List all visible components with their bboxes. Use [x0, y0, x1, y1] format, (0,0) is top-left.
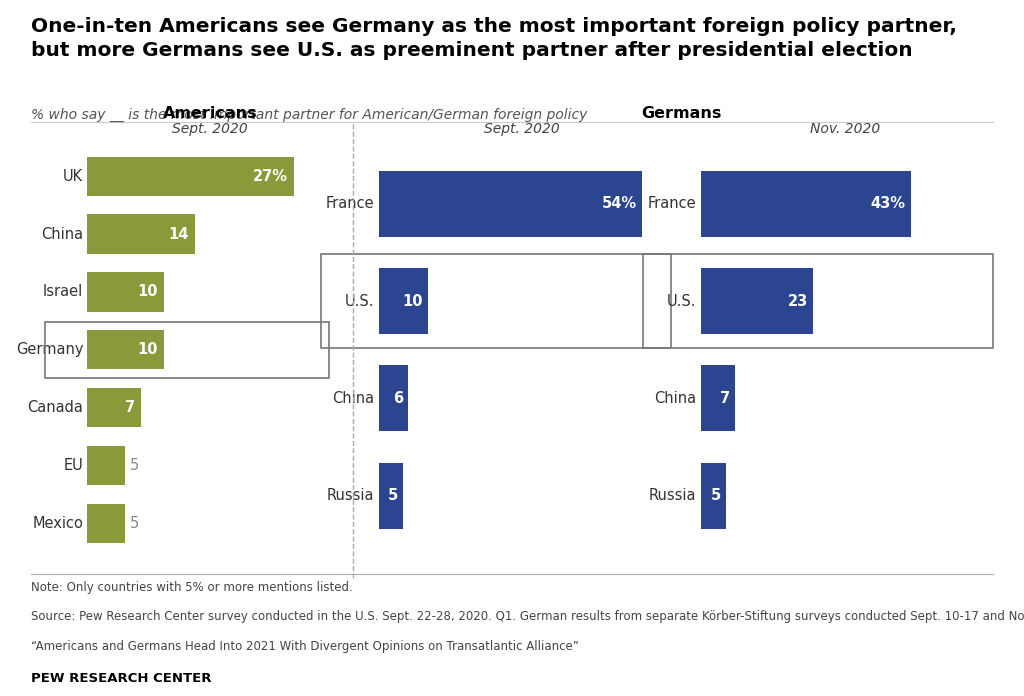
Text: “Americans and Germans Head Into 2021 With Divergent Opinions on Transatlantic A: “Americans and Germans Head Into 2021 Wi…: [31, 640, 579, 653]
Text: Source: Pew Research Center survey conducted in the U.S. Sept. 22-28, 2020. Q1. : Source: Pew Research Center survey condu…: [31, 610, 1024, 624]
Bar: [701, 463, 726, 529]
Text: 54%: 54%: [601, 196, 637, 212]
Text: France: France: [326, 196, 374, 212]
Text: China: China: [654, 391, 696, 406]
Text: 6: 6: [393, 391, 403, 406]
Text: EU: EU: [63, 458, 83, 473]
Bar: [379, 171, 641, 237]
Text: 10: 10: [137, 342, 158, 357]
Text: 10: 10: [402, 294, 423, 308]
Text: Russia: Russia: [327, 488, 374, 503]
Text: 5: 5: [711, 488, 721, 503]
Bar: [87, 214, 195, 254]
Text: France: France: [648, 196, 696, 212]
Bar: [701, 171, 910, 237]
Text: China: China: [332, 391, 374, 406]
Bar: [379, 268, 428, 334]
Text: 23: 23: [788, 294, 809, 308]
Text: 14: 14: [168, 227, 188, 242]
Text: % who say __ is the most important partner for American/German foreign policy: % who say __ is the most important partn…: [31, 108, 587, 122]
Text: U.S.: U.S.: [667, 294, 696, 308]
Text: UK: UK: [63, 168, 83, 184]
Text: Sept. 2020: Sept. 2020: [172, 122, 248, 136]
Bar: [379, 463, 403, 529]
Bar: [87, 330, 164, 370]
Bar: [379, 365, 408, 432]
Text: One-in-ten Americans see Germany as the most important foreign policy partner,
b: One-in-ten Americans see Germany as the …: [31, 17, 956, 60]
Text: 5: 5: [130, 516, 139, 531]
Text: Israel: Israel: [43, 285, 83, 299]
Text: Sept. 2020: Sept. 2020: [484, 122, 560, 136]
Text: Note: Only countries with 5% or more mentions listed.: Note: Only countries with 5% or more men…: [31, 581, 352, 594]
Bar: [87, 272, 164, 312]
Text: 5: 5: [130, 458, 139, 473]
Text: Germans: Germans: [641, 106, 721, 121]
Text: Germany: Germany: [15, 342, 83, 357]
Bar: [701, 268, 813, 334]
Text: 7: 7: [721, 391, 731, 406]
Bar: [87, 388, 141, 427]
Text: 43%: 43%: [870, 196, 906, 212]
Text: Russia: Russia: [649, 488, 696, 503]
Text: U.S.: U.S.: [344, 294, 374, 308]
Text: China: China: [41, 227, 83, 242]
Text: Nov. 2020: Nov. 2020: [810, 122, 880, 136]
Bar: [87, 504, 125, 543]
Text: Canada: Canada: [28, 400, 83, 415]
Bar: [87, 445, 125, 485]
Text: PEW RESEARCH CENTER: PEW RESEARCH CENTER: [31, 672, 211, 686]
Text: 7: 7: [125, 400, 135, 415]
Text: 27%: 27%: [253, 168, 289, 184]
Text: 5: 5: [388, 488, 398, 503]
Bar: [87, 157, 295, 196]
Bar: [701, 365, 735, 432]
Text: 10: 10: [137, 285, 158, 299]
Text: Americans: Americans: [163, 106, 257, 121]
Text: Mexico: Mexico: [33, 516, 83, 531]
